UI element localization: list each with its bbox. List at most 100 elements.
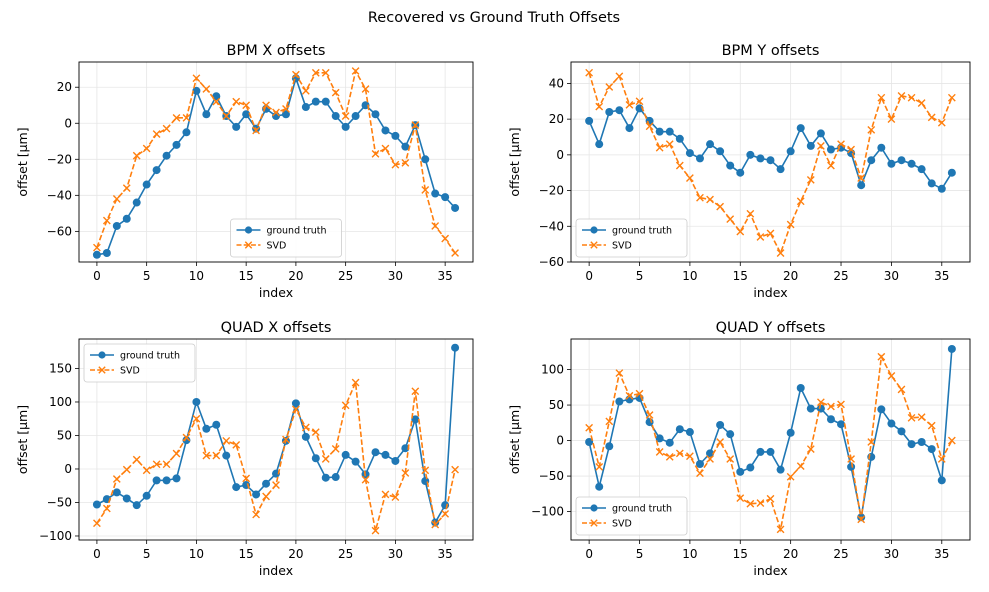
series-line [588, 106, 953, 190]
data-point [152, 130, 161, 138]
data-point [585, 437, 594, 446]
data-point [331, 473, 340, 482]
data-point [311, 68, 320, 77]
data-point [625, 124, 634, 133]
data-point [321, 68, 330, 77]
data-point [726, 161, 735, 170]
data-point [816, 404, 825, 413]
data-point [401, 444, 410, 453]
figure-title: Recovered vs Ground Truth Offsets [368, 10, 620, 26]
data-point [242, 110, 251, 119]
data-point [222, 436, 231, 445]
data-point [182, 433, 191, 442]
data-point [291, 399, 300, 408]
data-point [142, 180, 151, 189]
data-point [132, 151, 141, 160]
y-axis-label: offset [μm] [507, 127, 522, 196]
y-tick-label: −20 [47, 152, 72, 166]
x-tick-label: 35 [934, 269, 949, 283]
data-point [706, 455, 714, 463]
data-point [917, 437, 926, 446]
data-point [716, 438, 725, 446]
data-point [172, 474, 181, 483]
data-point [341, 122, 350, 131]
data-point [766, 447, 775, 456]
legend-label: ground truth [267, 226, 327, 237]
chart-panel-3: QUAD X offsets 0 5 10 15 20 25 30 35 −100 −50 0 50 10… [15, 320, 474, 578]
data-point [615, 397, 624, 406]
data-point [816, 129, 825, 138]
data-point [202, 110, 211, 119]
data-point [716, 420, 725, 429]
x-tick-label: 5 [636, 547, 644, 561]
data-point [192, 414, 201, 423]
x-tick-label: 5 [143, 269, 151, 283]
data-point [645, 418, 654, 427]
data-point [877, 352, 886, 361]
data-point [391, 131, 400, 140]
data-point [242, 101, 251, 110]
data-point [736, 168, 745, 177]
data-point [381, 144, 390, 153]
data-point [675, 161, 684, 170]
data-point [726, 215, 735, 224]
data-point [756, 233, 765, 241]
y-tick-label: −60 [539, 255, 564, 269]
data-point [351, 457, 360, 466]
data-point [907, 440, 916, 449]
data-point [192, 74, 201, 83]
data-point [806, 445, 815, 453]
data-point [102, 504, 111, 513]
legend-box [230, 218, 342, 258]
data-point [867, 125, 876, 134]
data-point [605, 442, 614, 451]
data-point [381, 126, 390, 135]
data-point [182, 436, 191, 445]
data-point [202, 451, 211, 460]
data-point [262, 479, 271, 488]
chart-title: QUAD X offsets [221, 320, 332, 336]
chart-title: QUAD Y offsets [716, 320, 826, 336]
data-point [746, 150, 755, 159]
data-point [937, 184, 946, 193]
y-tick-label: 40 [549, 76, 564, 90]
data-point [877, 93, 886, 102]
x-tick-label: 15 [239, 269, 254, 283]
data-point [907, 159, 916, 168]
data-point [232, 440, 241, 449]
y-axis-label: offset [μm] [15, 127, 30, 196]
data-point [361, 85, 370, 93]
data-point [897, 427, 906, 436]
y-tick-label: −100 [39, 529, 72, 543]
x-tick-label: 0 [93, 269, 101, 283]
x-tick-label: 10 [682, 269, 697, 283]
legend-marker [590, 519, 598, 527]
x-tick-label: 0 [585, 547, 593, 561]
y-tick-label: 20 [549, 112, 564, 126]
y-tick-label: −50 [47, 495, 72, 509]
data-point [827, 402, 835, 411]
data-point [451, 249, 459, 257]
data-point [937, 476, 946, 485]
series-line [588, 348, 953, 518]
data-point [192, 86, 201, 95]
legend-label: ground truth [612, 226, 672, 237]
data-point [212, 97, 221, 106]
series-ground-truth [92, 74, 460, 259]
data-point [321, 97, 330, 106]
data-point [351, 378, 360, 387]
data-point [252, 126, 260, 135]
data-point [857, 181, 866, 190]
data-point [716, 202, 725, 211]
data-point [301, 103, 310, 112]
data-point [451, 465, 459, 474]
legend-box [575, 496, 688, 536]
legend-label: SVD [120, 366, 140, 377]
data-point [142, 144, 151, 153]
data-point [172, 449, 181, 458]
data-point [917, 413, 926, 422]
x-tick-label: 30 [388, 547, 403, 561]
data-point [301, 423, 310, 432]
data-point [736, 227, 745, 236]
